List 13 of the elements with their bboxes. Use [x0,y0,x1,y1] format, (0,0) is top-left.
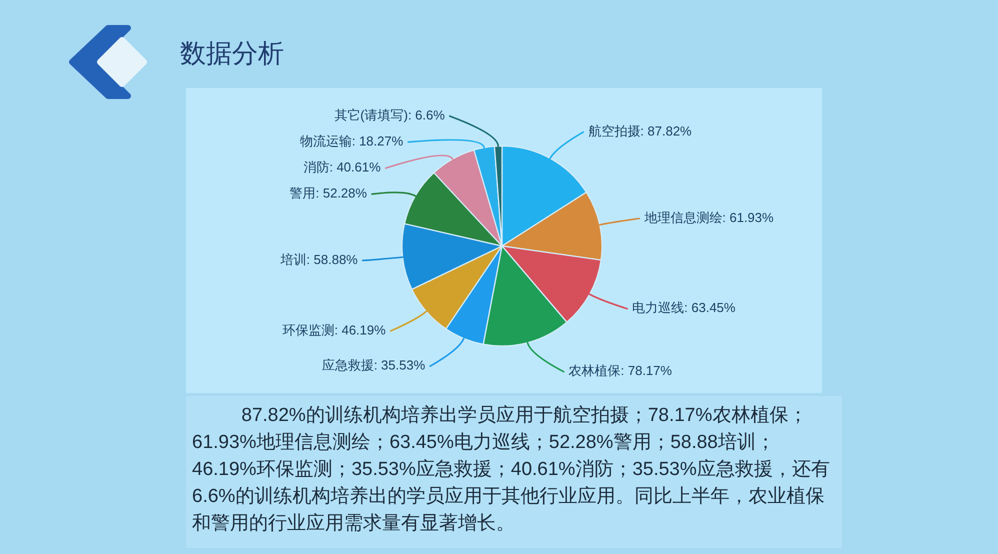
slice-label: 消防: 40.61% [303,160,382,175]
slice-label: 物流运输: 18.27% [300,134,404,149]
slice-label: 环保监测: 46.19% [282,322,386,338]
slice-label: 培训: 58.88% [279,252,358,267]
text: 87.82%的训练机构培养出学员应用于航空拍摄；78.17%农林植保；61.93%地理信息测绘；63.45%电力巡线；52.28%警用；58.88培训；46.19%环保监测；35.53%应急救援；40.61%消防；35.53%应急救援，还有6.6%的训练机构培养出的学员应用于其他行业应用。同比上半年，农业植保和警用的行业应用需求量有显著增长。 [192,404,831,536]
slice-label: 应急救援: 35.53% [322,358,426,373]
slice-label: 警用: 52.28% [290,186,368,201]
slice-label: 地理信息测绘: 61.93% [643,210,774,225]
slice-label: 电力巡线: 63.45% [632,300,736,316]
chart-title: 数据分析 [180,38,284,68]
slice-label: 其它(请填写): 6.6% [334,108,446,123]
slice-label: 航空拍摄: 87.82% [588,123,692,138]
slice-label: 农林植保: 78.17% [568,363,672,378]
